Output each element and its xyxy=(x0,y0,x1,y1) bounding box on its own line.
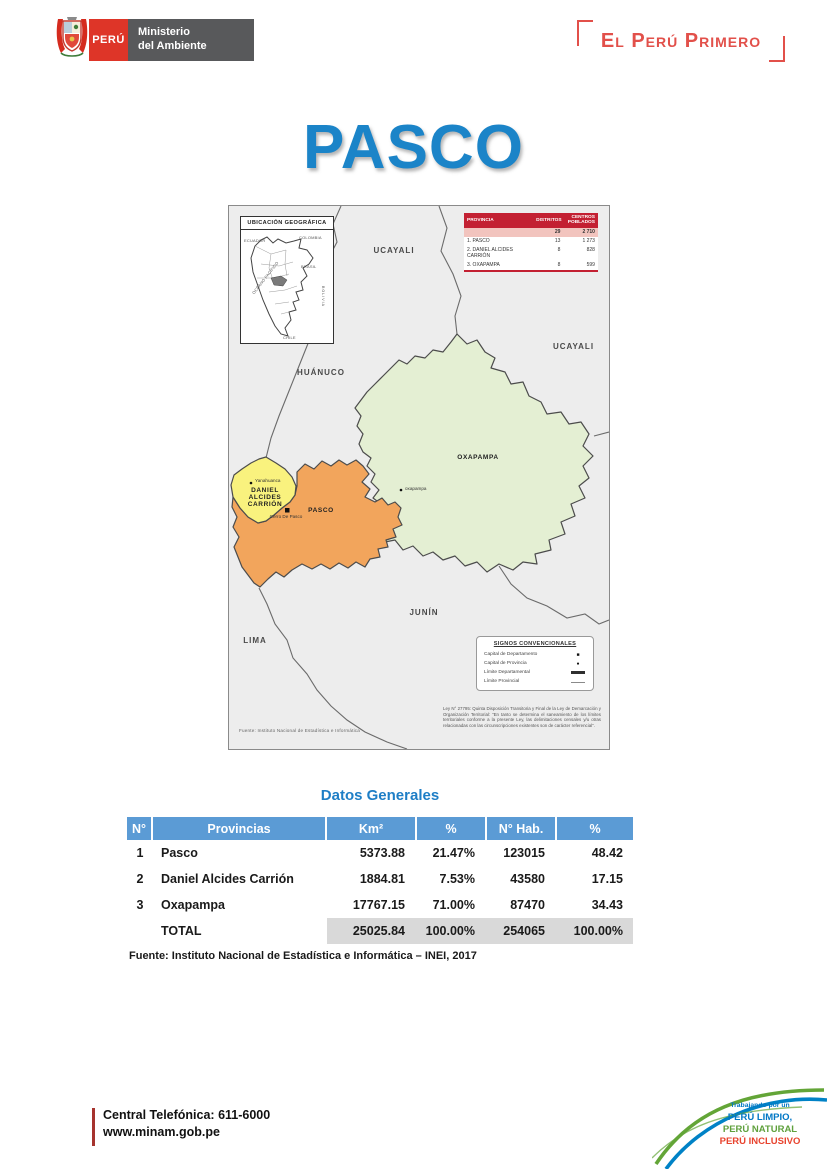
datos-generales-title: Datos Generales xyxy=(320,787,440,804)
square-symbol: ■ xyxy=(576,651,580,658)
header-n: N° xyxy=(127,817,153,840)
slogan-text: El Perú Primero xyxy=(600,29,762,52)
table-row: 3 Oxapampa 17767.15 71.00% 87470 34.43 xyxy=(136,898,623,912)
map-province-total-row: 29 2 710 xyxy=(464,227,598,237)
header-hab: N° Hab. xyxy=(487,817,557,840)
capital-marker-oxapampa xyxy=(399,488,403,492)
legend-title: SIGNOS CONVENCIONALES xyxy=(493,641,577,647)
brand-line-inclusivo: PERÚ INCLUSIVO xyxy=(719,1136,801,1147)
inset-label-ecuador: ECUADOR xyxy=(244,238,266,243)
town-label-cerro-de-pasco: Cerro De Pasco xyxy=(269,514,303,519)
col-distritos: DISTRITOS xyxy=(536,217,562,223)
footer-phone: Central Telefónica: 611-6000 xyxy=(103,1108,271,1122)
ministry-line1: Ministerio xyxy=(138,26,190,39)
table-header-row: N° Provincias Km² % N° Hab. % xyxy=(127,817,633,840)
map-province-table-header: PROVINCIA DISTRITOS CENTROS POBLADOS xyxy=(464,213,598,228)
capital-marker-cerro-de-pasco xyxy=(285,508,290,513)
province-shape-oxapampa xyxy=(354,333,594,573)
inset-title: UBICACIÓN GEOGRÁFICA xyxy=(241,217,333,230)
province-label-dac: DANIEL ALCIDES CARRIÓN xyxy=(247,487,283,508)
footer-website: www.minam.gob.pe xyxy=(103,1125,220,1139)
inset-label-brasil: BRASIL xyxy=(301,264,317,269)
inset-peru-outline xyxy=(250,236,314,337)
legend-item: Capital de Departamento ■ xyxy=(484,650,586,659)
brand-line-limpio: PERÚ LIMPIO, xyxy=(727,1112,793,1123)
province-label-oxapampa: OXAPAMPA xyxy=(457,454,499,461)
slogan-corner-top-left xyxy=(577,20,593,46)
map-source: Fuente: Instituto Nacional de Estadístic… xyxy=(239,728,361,733)
region-label-junin: JUNÍN xyxy=(409,608,439,617)
datos-generales-table: N° Provincias Km² % N° Hab. % 1 Pasco 53… xyxy=(127,817,633,944)
pasco-department-map: UBICACIÓN GEOGRÁFICA xyxy=(228,205,610,750)
region-label-lima: LIMA xyxy=(243,636,267,645)
region-label-ucayali-right: UCAYALI xyxy=(552,342,595,351)
map-province-table: PROVINCIA DISTRITOS CENTROS POBLADOS 29 … xyxy=(464,213,598,272)
province-shape-dac xyxy=(230,456,297,524)
inset-pasco-highlight xyxy=(270,275,288,287)
ministry-line2: del Ambiente xyxy=(138,40,207,52)
map-province-row: 2. DANIEL ALCIDES CARRIÓN 8 828 xyxy=(467,247,595,260)
legend-item: Límite Departamental xyxy=(484,668,586,677)
table-total-row: TOTAL 25025.84 100.00% 254065 100.00% xyxy=(127,918,633,944)
town-label-oxapampa: oxapampa xyxy=(405,486,427,491)
map-province-row: 1. PASCO 13 1 273 xyxy=(467,238,595,245)
footer-red-bar xyxy=(92,1108,95,1146)
legend-item: Capital de Provincia ● xyxy=(484,659,586,668)
header-km2: Km² xyxy=(327,817,417,840)
peru-brand-text: Trabajando por un PERÚ LIMPIO, PERÚ NATU… xyxy=(700,1100,820,1148)
peru-label: PERÚ xyxy=(92,34,125,46)
footer-contact: Central Telefónica: 611-6000 www.minam.g… xyxy=(103,1108,270,1139)
region-label-ucayali-top: UCAYALI xyxy=(373,246,415,255)
inset-peru-map: ECUADOR COLOMBIA BRASIL OCÉANO PACÍFICO … xyxy=(241,230,333,343)
col-centros: CENTROS POBLADOS xyxy=(567,215,595,226)
map-drawing xyxy=(230,206,609,749)
peru-logo-box: PERÚ xyxy=(89,19,128,61)
peru-coat-of-arms-icon xyxy=(56,17,88,57)
legend-item: Límite Provincial xyxy=(484,677,586,686)
ministry-logo-box: Ministerio del Ambiente xyxy=(128,19,254,61)
capital-marker-yanahuanca xyxy=(249,481,253,485)
province-label-pasco: PASCO xyxy=(308,507,334,514)
brand-line-natural: PERÚ NATURAL xyxy=(722,1124,798,1135)
header-pct-area: % xyxy=(417,817,487,840)
map-inset-ubicacion: UBICACIÓN GEOGRÁFICA xyxy=(240,216,334,344)
dot-symbol: ● xyxy=(576,660,580,667)
header-pct-hab: % xyxy=(589,821,601,836)
thick-line-symbol xyxy=(570,670,586,676)
inset-label-colombia: COLOMBIA xyxy=(299,235,322,240)
thin-line-symbol xyxy=(570,679,586,685)
town-label-yanahuanca: Yanahuanca xyxy=(255,478,281,483)
inset-label-bolivia: BOLIVIA xyxy=(321,286,325,307)
swoosh-icon xyxy=(651,1088,827,1169)
peru-brand-logo: Trabajando por un PERÚ LIMPIO, PERÚ NATU… xyxy=(651,1080,827,1169)
header-provincias: Provincias xyxy=(153,817,327,840)
inset-label-chile: CHILE xyxy=(283,335,296,340)
map-legend: SIGNOS CONVENCIONALES Capital de Departa… xyxy=(476,636,594,691)
region-label-huanuco: HUÁNUCO xyxy=(297,368,345,377)
table-row: 2 Daniel Alcides Carrión 1884.81 7.53% 4… xyxy=(136,872,623,886)
page-title: PASCO xyxy=(303,113,524,182)
map-province-row: 3. OXAPAMPA 8 599 xyxy=(467,262,595,269)
el-peru-primero-slogan: El Perú Primero xyxy=(577,20,785,62)
table-source-note: Fuente: Instituto Nacional de Estadístic… xyxy=(129,950,477,962)
table-row: 1 Pasco 5373.88 21.47% 123015 48.42 xyxy=(136,846,623,860)
brand-tagline: Trabajando por un xyxy=(730,1102,790,1109)
col-provincia: PROVINCIA xyxy=(467,217,494,223)
map-legal-note: Ley N° 27795: Quinta Disposición Transit… xyxy=(443,706,601,728)
slogan-corner-bottom-right xyxy=(769,36,785,62)
